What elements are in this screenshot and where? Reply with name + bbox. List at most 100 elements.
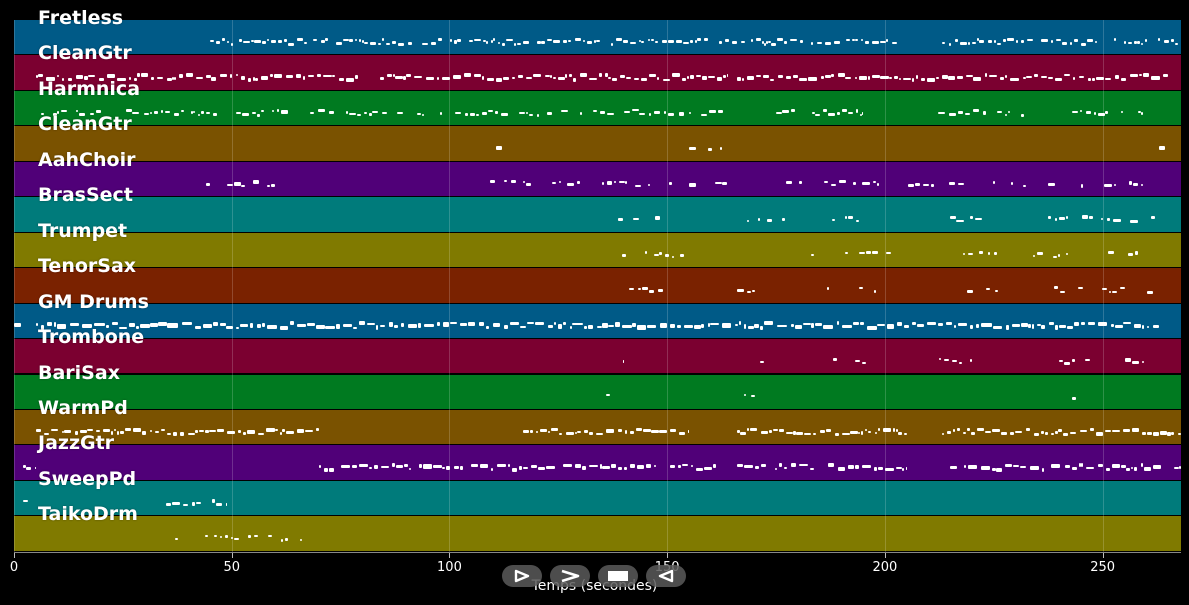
note — [487, 109, 494, 113]
note — [610, 464, 616, 468]
play-button[interactable] — [502, 565, 542, 587]
note — [960, 42, 968, 45]
track-lane[interactable] — [14, 409, 1181, 445]
note — [325, 38, 328, 41]
note — [993, 251, 997, 255]
track-name-label: CleanGtr — [38, 42, 132, 65]
note — [124, 428, 131, 432]
note — [679, 431, 685, 435]
note — [544, 74, 550, 77]
note — [120, 431, 125, 434]
note — [725, 38, 729, 42]
gridline — [231, 20, 233, 552]
note — [948, 42, 951, 46]
note — [1158, 38, 1161, 42]
track-lane[interactable] — [14, 232, 1181, 268]
note — [132, 428, 141, 432]
note — [886, 324, 895, 330]
note — [810, 42, 813, 45]
track-lane[interactable] — [14, 339, 1181, 374]
note — [1073, 39, 1079, 43]
note — [1074, 321, 1079, 327]
note — [306, 323, 315, 327]
note — [1001, 431, 1007, 436]
note — [352, 465, 358, 469]
x-tick-label: 250 — [1090, 560, 1116, 575]
track-lane[interactable] — [14, 126, 1181, 161]
note — [967, 42, 970, 45]
rewind-button[interactable] — [646, 565, 686, 587]
track-lane[interactable] — [14, 374, 1181, 409]
track-lane[interactable] — [14, 268, 1181, 303]
note — [722, 75, 726, 79]
note — [941, 432, 944, 435]
note — [132, 111, 139, 114]
note — [995, 289, 998, 293]
note — [893, 428, 896, 433]
note — [442, 322, 450, 327]
note — [671, 255, 674, 258]
track-lane[interactable] — [14, 516, 1181, 551]
note — [47, 322, 53, 327]
note — [936, 77, 940, 80]
note — [1131, 428, 1140, 432]
note — [1051, 432, 1054, 436]
note — [630, 464, 636, 468]
note — [530, 429, 534, 433]
note — [450, 322, 458, 325]
note — [683, 41, 690, 45]
note — [1025, 428, 1031, 431]
note — [506, 38, 514, 42]
note — [400, 322, 405, 328]
track-lane[interactable] — [14, 55, 1181, 90]
note — [235, 73, 239, 77]
note — [275, 428, 279, 431]
note — [536, 430, 539, 433]
note — [868, 430, 872, 433]
note — [205, 112, 211, 115]
note — [480, 464, 489, 468]
note — [359, 320, 365, 326]
stop-button[interactable] — [598, 565, 638, 587]
note — [693, 324, 701, 329]
note — [844, 215, 847, 220]
note — [1106, 217, 1111, 222]
note — [353, 326, 358, 330]
note — [482, 76, 485, 81]
track-lane[interactable] — [14, 161, 1181, 197]
note — [675, 40, 683, 43]
note — [1004, 114, 1007, 117]
note — [485, 40, 488, 44]
x-tick — [14, 553, 15, 558]
note — [648, 290, 655, 294]
note — [266, 184, 271, 188]
x-tick — [884, 553, 886, 558]
note — [593, 40, 596, 44]
note — [41, 112, 45, 115]
note — [381, 38, 384, 41]
track-lane[interactable] — [14, 480, 1181, 516]
note — [1085, 466, 1095, 470]
note — [419, 464, 423, 468]
note — [1111, 290, 1117, 293]
note — [621, 325, 633, 329]
note — [790, 39, 798, 42]
forward-button[interactable] — [550, 565, 590, 587]
note — [219, 536, 222, 539]
note — [944, 358, 949, 361]
note — [893, 75, 899, 79]
track-lane[interactable] — [14, 90, 1181, 126]
track-lane[interactable] — [14, 303, 1181, 339]
note — [958, 182, 964, 185]
note — [502, 77, 509, 80]
track-lane[interactable] — [14, 445, 1181, 480]
note — [662, 78, 671, 81]
note — [657, 288, 663, 292]
track-lane[interactable] — [14, 20, 1181, 55]
note — [912, 77, 915, 82]
note — [75, 75, 84, 80]
note — [67, 78, 73, 81]
track-lane[interactable] — [14, 197, 1181, 232]
note — [378, 42, 382, 45]
note — [831, 183, 836, 186]
